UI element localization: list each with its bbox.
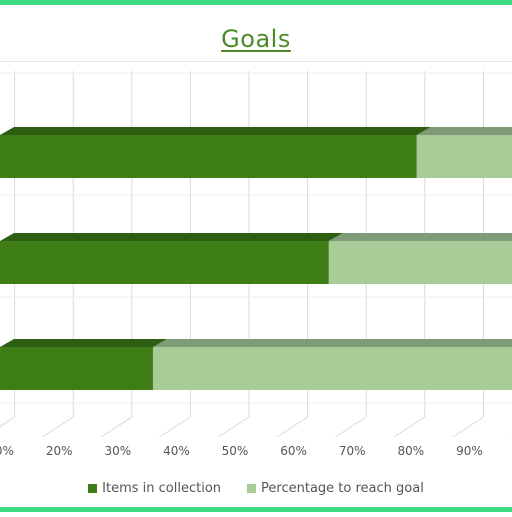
bar-segment-items-in-collection — [0, 135, 417, 178]
x-tick-label: 20% — [46, 444, 73, 458]
x-tick-label: 40% — [163, 444, 190, 458]
legend-item-percentage-to-reach-goal: Percentage to reach goal — [247, 481, 424, 496]
bar-segment-items-in-collection — [0, 241, 329, 284]
gridline-floor — [0, 416, 15, 428]
chart-legend: Items in collection Percentage to reach … — [0, 481, 512, 496]
bar-segment-top-items-in-collection — [0, 233, 343, 241]
gridline-floor — [335, 416, 367, 438]
bar-segment-top-items-in-collection — [0, 339, 167, 347]
bar-segment-top-percentage-to-reach-goal — [152, 339, 512, 347]
x-tick-label: 80% — [397, 444, 424, 458]
bar-segment-top-percentage-to-reach-goal — [416, 127, 512, 135]
goals-bar-chart: 10% 20% 30% 40% 50% 60% 70% 80% 90% — [0, 71, 512, 458]
legend-label-percentage-to-reach-goal: Percentage to reach goal — [261, 481, 424, 496]
legend-swatch-percentage-to-reach-goal — [247, 484, 257, 493]
bar-segment-percentage-to-reach-goal — [416, 135, 512, 178]
x-tick-label: 10% — [0, 444, 14, 458]
legend-swatch-items-in-collection — [88, 484, 98, 493]
gridline-floor — [42, 416, 74, 438]
bar-segment-percentage-to-reach-goal — [328, 241, 512, 284]
x-tick-label: 90% — [456, 444, 483, 458]
x-tick-label: 30% — [104, 444, 131, 458]
gridline-floor — [159, 416, 191, 438]
gridline-floor — [393, 416, 426, 438]
bar-segment-percentage-to-reach-goal — [152, 347, 512, 390]
legend-item-items-in-collection: Items in collection — [88, 481, 221, 496]
bar-segment-top-percentage-to-reach-goal — [328, 233, 512, 241]
gridline-floor — [452, 416, 484, 438]
legend-label-items-in-collection: Items in collection — [102, 481, 222, 496]
gridline-floor — [217, 416, 250, 438]
title-divider — [0, 61, 512, 62]
bar-segment-items-in-collection — [0, 347, 153, 390]
x-tick-label: 70% — [339, 444, 366, 458]
bar-segment-top-items-in-collection — [0, 127, 431, 135]
x-tick-label: 60% — [280, 444, 307, 458]
gridline-floor — [276, 416, 308, 438]
chart-title: Goals — [221, 25, 291, 53]
gridline-floor — [100, 416, 133, 438]
x-tick-label: 50% — [222, 444, 249, 458]
